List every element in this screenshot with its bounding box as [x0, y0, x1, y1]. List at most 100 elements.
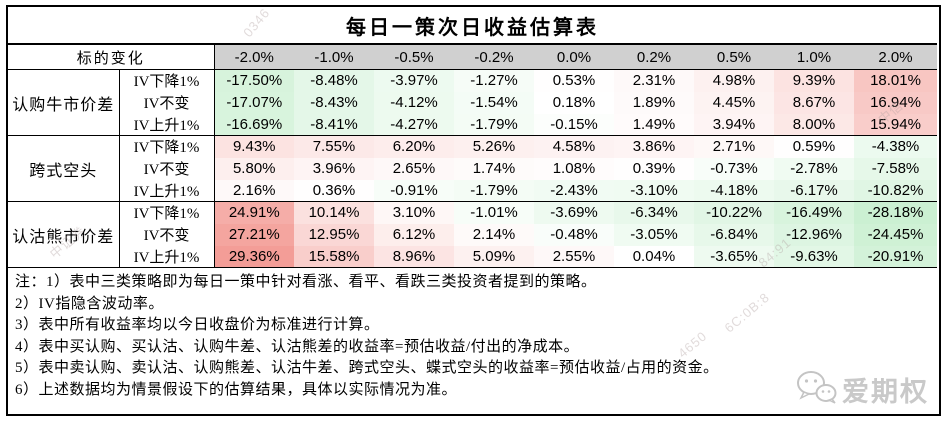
value-cell: 0.59% — [774, 135, 854, 158]
value-cell: 9.39% — [774, 69, 854, 92]
value-cell: -2.43% — [534, 179, 614, 202]
brand-logo: 爱期权 — [794, 369, 929, 410]
value-cell: -4.12% — [374, 91, 454, 114]
value-cell: 27.21% — [214, 223, 294, 246]
value-cell: -10.22% — [694, 201, 774, 224]
value-cell: 3.86% — [614, 135, 694, 158]
table-head: 每日一策次日收益估算表 标的变化 -2.0% -1.0% -0.5% -0.2% 0.0… — [8, 7, 937, 70]
value-cell: -9.63% — [774, 245, 854, 268]
value-cell: -0.15% — [534, 113, 614, 136]
value-cell: 0.04% — [614, 245, 694, 268]
value-cell: 0.18% — [534, 91, 614, 114]
value-cell: -1.54% — [454, 91, 534, 114]
note-3: 3）表中所有收益率均以今日收盘价为标准进行计算。 — [15, 317, 380, 333]
value-cell: 2.65% — [374, 157, 454, 180]
value-cell: 8.00% — [774, 113, 854, 136]
value-cell: -10.82% — [854, 179, 937, 202]
column-header: -1.0% — [294, 44, 374, 70]
value-cell: 3.94% — [694, 113, 774, 136]
page-title: 每日一策次日收益估算表 — [8, 7, 937, 45]
note-1: 注：1）表中三类策略即为每日一策中针对看涨、看平、看跌三类投资者提到的策略。 — [15, 274, 597, 290]
value-cell: -8.43% — [294, 91, 374, 114]
table-row: IV上升1% -16.69% -8.41% -4.27% -1.79% -0.15% 1.4… — [8, 113, 937, 136]
iv-scenario-label: IV不变 — [119, 157, 215, 180]
value-cell: 15.58% — [294, 245, 374, 268]
value-cell: 0.36% — [294, 179, 374, 202]
value-cell: 24.91% — [214, 201, 294, 224]
brand-name: 爱期权 — [842, 377, 929, 407]
column-header: -2.0% — [214, 44, 294, 70]
strategy-label: 认购牛市价差 — [8, 69, 120, 136]
column-header: -0.2% — [454, 44, 534, 70]
value-cell: -3.05% — [614, 223, 694, 246]
value-cell: 15.94% — [854, 113, 937, 136]
note-5: 5）表中卖认购、卖认沽、认购熊差、认沽牛差、跨式空头、蝶式空头的收益率=预估收益… — [15, 360, 719, 376]
table-row: 认购牛市价差 IV下降1% -17.50% -8.48% -3.97% -1.27% 0.5… — [8, 69, 937, 136]
table-row: 认沽熊市价差 IV下降1% 24.91% 10.14% 3.10% -1.01% -3.69… — [8, 201, 937, 268]
iv-scenario-label: IV上升1% — [119, 245, 215, 268]
iv-scenario-label: IV上升1% — [119, 179, 215, 202]
value-cell: -4.18% — [694, 179, 774, 202]
value-cell: -8.48% — [294, 69, 374, 92]
wechat-bubbles-icon — [794, 369, 838, 410]
value-cell: 16.94% — [854, 91, 937, 114]
iv-scenario-label: IV不变 — [119, 91, 215, 114]
value-cell: -1.27% — [454, 69, 534, 92]
strategy-label: 认沽熊市价差 — [8, 201, 120, 268]
value-cell: 5.26% — [454, 135, 534, 158]
value-cell: 4.45% — [694, 91, 774, 114]
column-header: 2.0% — [854, 44, 937, 70]
value-cell: -1.79% — [454, 113, 534, 136]
note-4: 4）表中买认购、买认沽、认购牛差、认沽熊差的收益率=预估收益/付出的净成本。 — [15, 338, 580, 355]
value-cell: -0.73% — [694, 157, 774, 180]
value-cell: 18.01% — [854, 69, 937, 92]
iv-scenario-label: IV下降1% — [119, 135, 215, 158]
value-cell: 8.96% — [374, 245, 454, 268]
table-row: 跨式空头 IV下降1% 9.43% 7.55% 6.20% 5.26% 4.58% 3.86%… — [8, 135, 937, 202]
value-cell: 2.31% — [614, 69, 694, 92]
column-header: -0.5% — [374, 44, 454, 70]
value-cell: 2.55% — [534, 245, 614, 268]
return-estimate-table: 每日一策次日收益估算表 标的变化 -2.0% -1.0% -0.5% -0.2% 0.0… — [8, 7, 937, 268]
value-cell: 2.71% — [694, 135, 774, 158]
value-cell: 3.10% — [374, 201, 454, 224]
table-row: IV不变 27.21% 12.95% 6.12% 2.14% -0.48% -3.05% -6… — [8, 223, 937, 246]
value-cell: -1.79% — [454, 179, 534, 202]
value-cell: -0.48% — [534, 223, 614, 246]
column-header: 0.5% — [694, 44, 774, 70]
value-cell: -1.01% — [454, 201, 534, 224]
value-cell: -7.58% — [854, 157, 937, 180]
value-cell: 9.43% — [214, 135, 294, 158]
value-cell: -17.07% — [214, 91, 294, 114]
table-row: IV不变 -17.07% -8.43% -4.12% -1.54% 0.18% 1.89% 4… — [8, 91, 937, 114]
note-2: 2）IV指隐含波动率。 — [15, 295, 164, 312]
value-cell: 5.09% — [454, 245, 534, 268]
title-row: 每日一策次日收益估算表 — [8, 7, 937, 45]
value-cell: 1.74% — [454, 157, 534, 180]
column-header-row: 标的变化 -2.0% -1.0% -0.5% -0.2% 0.0% 0.2% 0.5% 1.0… — [8, 44, 937, 70]
report-frame: 每日一策次日收益估算表 标的变化 -2.0% -1.0% -0.5% -0.2% 0.0… — [6, 5, 941, 416]
value-cell: -3.65% — [694, 245, 774, 268]
value-cell: 29.36% — [214, 245, 294, 268]
value-cell: -17.50% — [214, 69, 294, 92]
iv-scenario-label: IV上升1% — [119, 113, 215, 136]
value-cell: 4.58% — [534, 135, 614, 158]
value-cell: -12.96% — [774, 223, 854, 246]
value-cell: 12.95% — [294, 223, 374, 246]
value-cell: 10.14% — [294, 201, 374, 224]
value-cell: 8.67% — [774, 91, 854, 114]
iv-scenario-label: IV不变 — [119, 223, 215, 246]
value-cell: -16.69% — [214, 113, 294, 136]
iv-scenario-label: IV下降1% — [119, 69, 215, 92]
value-cell: -6.34% — [614, 201, 694, 224]
value-cell: -4.27% — [374, 113, 454, 136]
value-cell: 0.53% — [534, 69, 614, 92]
column-header: 0.0% — [534, 44, 614, 70]
value-cell: 6.20% — [374, 135, 454, 158]
value-cell: -20.91% — [854, 245, 937, 268]
value-cell: 1.49% — [614, 113, 694, 136]
value-cell: 1.89% — [614, 91, 694, 114]
value-cell: -16.49% — [774, 201, 854, 224]
value-cell: 7.55% — [294, 135, 374, 158]
value-cell: -24.45% — [854, 223, 937, 246]
